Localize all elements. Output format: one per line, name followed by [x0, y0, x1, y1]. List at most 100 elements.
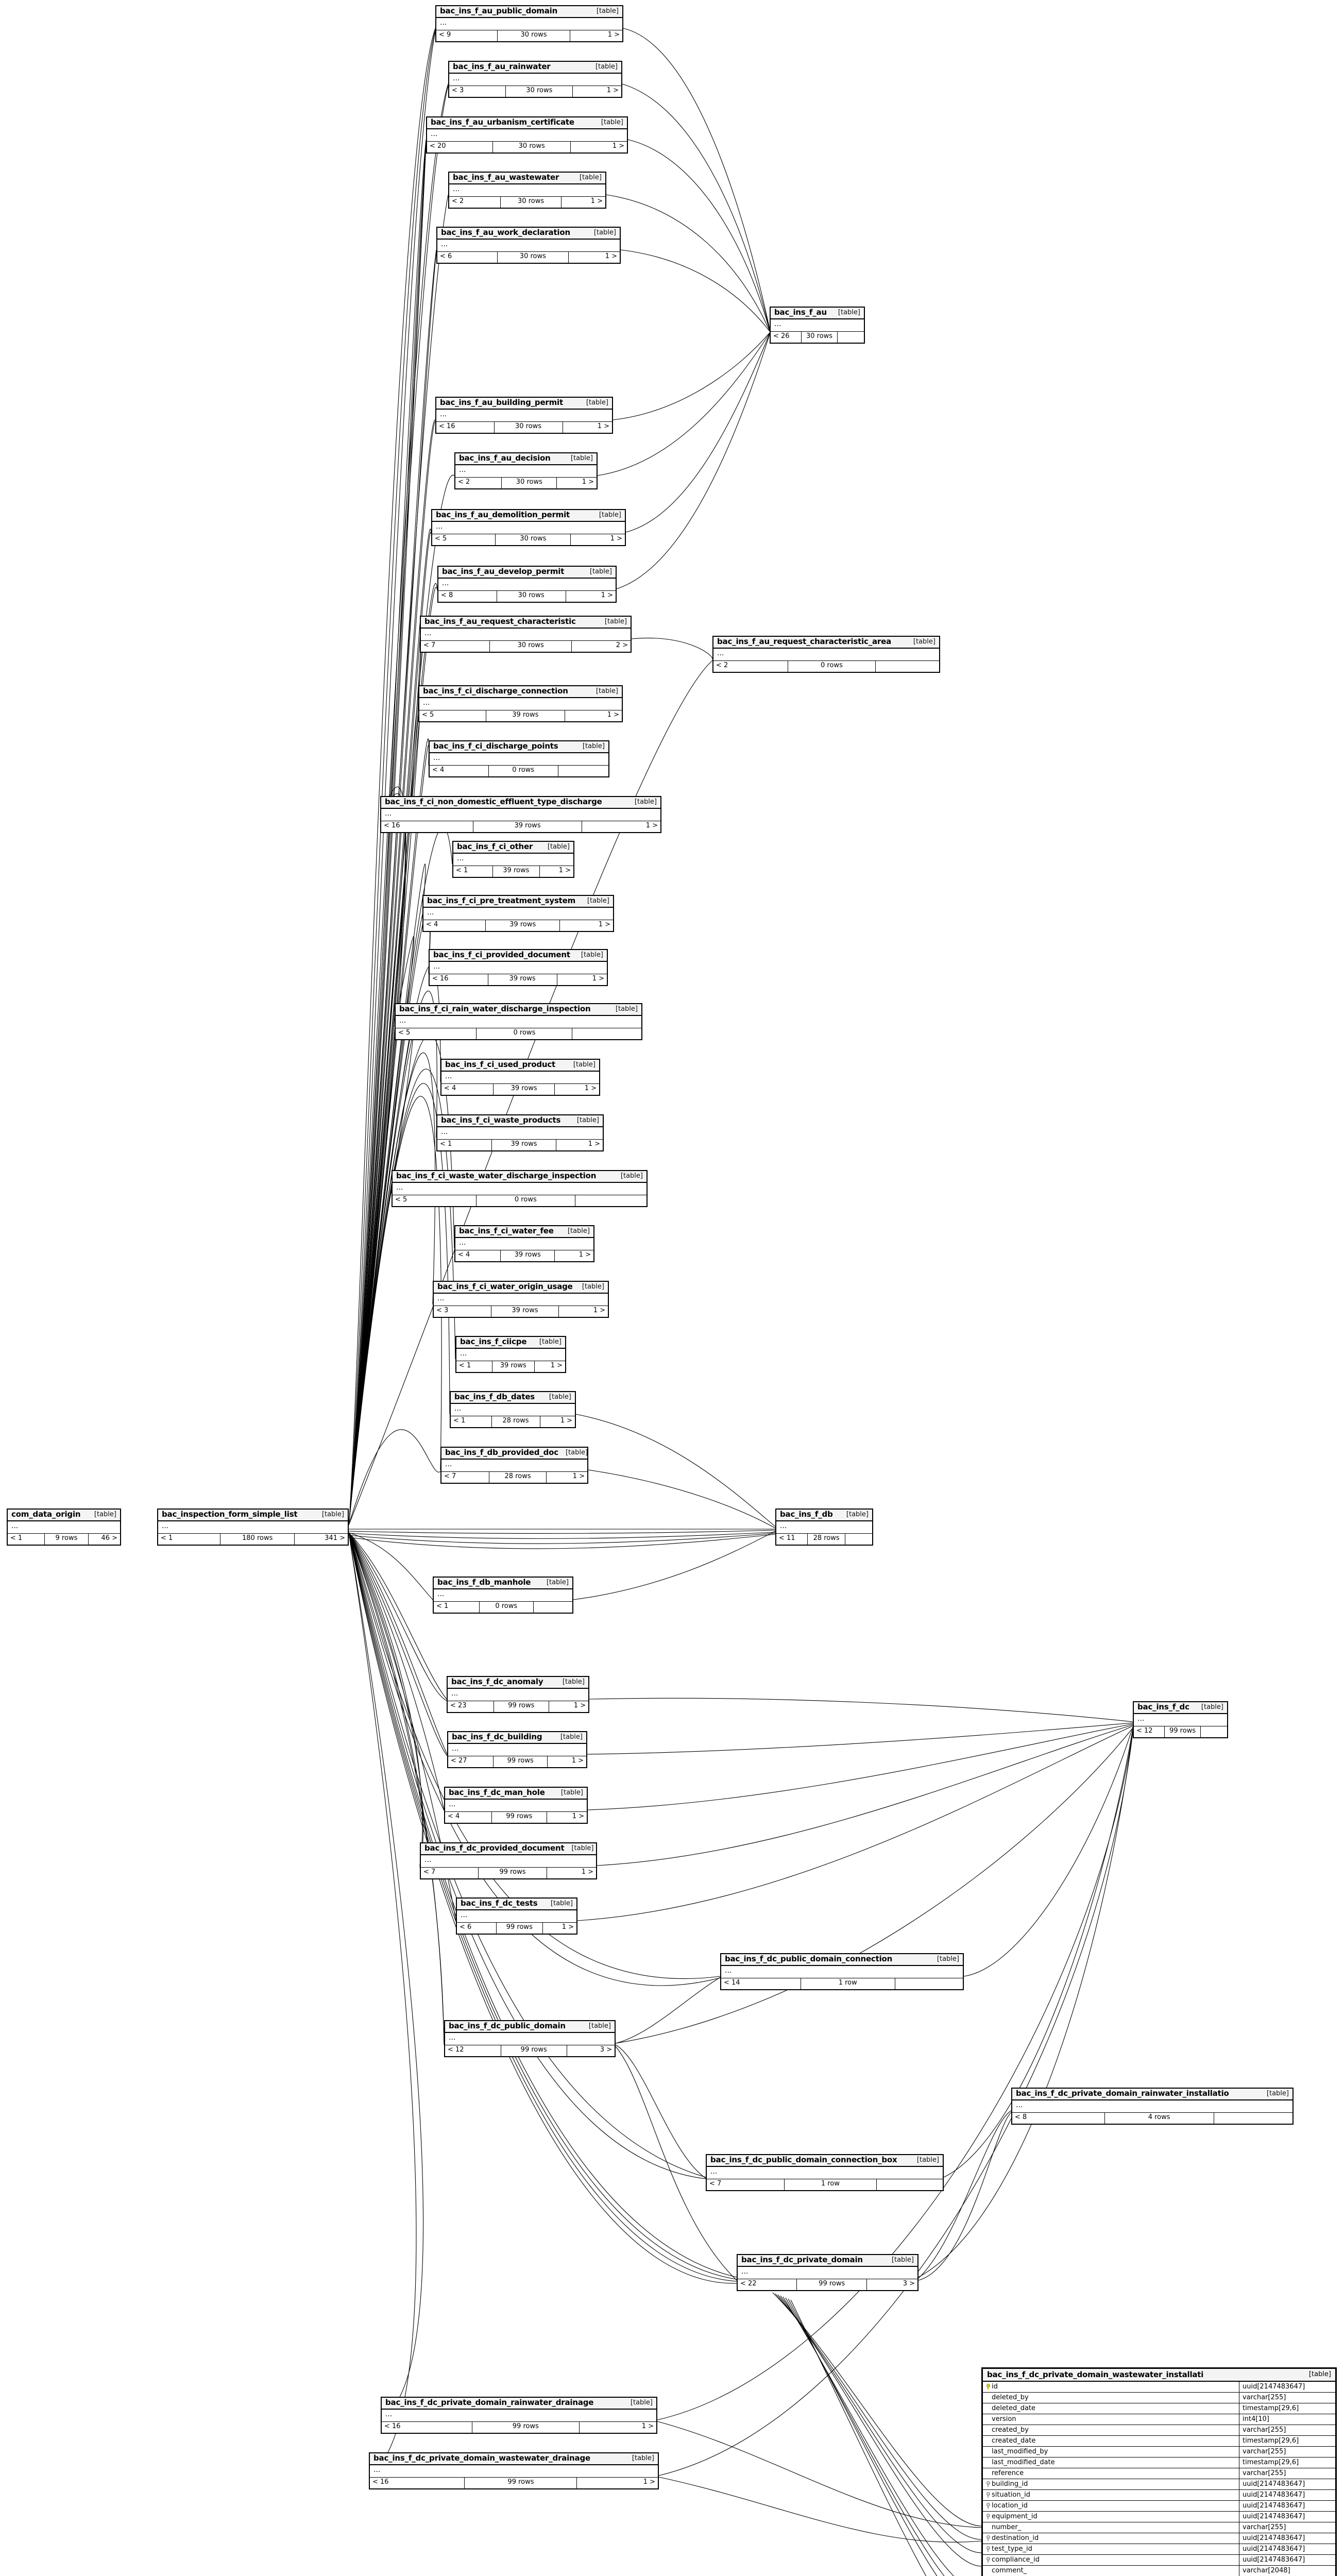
table-columns-collapsed: ... — [432, 522, 625, 534]
table-columns-collapsed: ... — [738, 2267, 917, 2279]
table-node-inspection_form_simple_list[interactable]: bac_inspection_form_simple_list [table]..… — [157, 1509, 349, 1546]
table-type-tag: [table] — [891, 2256, 914, 2264]
column-type: varchar[255] — [1239, 2522, 1335, 2533]
table-name: com_data_origin — [11, 1510, 81, 1519]
column-name-cell: number_ — [983, 2523, 1239, 2531]
table-node-dc_building[interactable]: bac_ins_f_dc_building [table]... < 27 99 ro… — [447, 1731, 587, 1768]
table-node-footer: < 4 39 rows 1 > — [441, 1083, 599, 1095]
table-node-db_provided_doc[interactable]: bac_ins_f_db_provided_doc [table]... < 7 28… — [440, 1447, 588, 1484]
column-row[interactable]: deleted_date timestamp[29,6] — [983, 2403, 1335, 2414]
table-node-au_rainwater[interactable]: bac_ins_f_au_rainwater [table]... < 3 30 ro… — [448, 61, 622, 98]
row-count: 99 rows — [494, 1756, 548, 1767]
table-node-au_request_characteristic_area[interactable]: bac_ins_f_au_request_characteristic_area… — [712, 636, 940, 673]
table-node-dc_private_domain_rainwater_installatio[interactable]: bac_ins_f_dc_private_domain_rainwater_in… — [1011, 2088, 1294, 2125]
column-row[interactable]: situation_id uuid[2147483647] — [983, 2489, 1335, 2501]
row-count: 30 rows — [496, 534, 571, 545]
column-name-cell: building_id — [983, 2480, 1239, 2488]
table-type-tag: [table] — [549, 1393, 571, 1401]
table-node-dc_public_domain_connection_box[interactable]: bac_ins_f_dc_public_domain_connection_bo… — [706, 2154, 944, 2191]
column-row[interactable]: last_modified_by varchar[255] — [983, 2446, 1335, 2458]
table-node-ci_waste_products[interactable]: bac_ins_f_ci_waste_products [table]... < 1… — [436, 1114, 604, 1151]
table-node-dc_anomaly[interactable]: bac_ins_f_dc_anomaly [table]... < 23 99 row… — [447, 1676, 589, 1713]
table-node-dc_public_domain[interactable]: bac_ins_f_dc_public_domain [table]... < 12… — [444, 2020, 616, 2057]
table-node-dc_public_domain_connection[interactable]: bac_ins_f_dc_public_domain_connection [ta… — [720, 1953, 964, 1990]
table-node-db[interactable]: bac_ins_f_db [table]... < 11 28 rows — [775, 1509, 873, 1546]
column-row[interactable]: created_date timestamp[29,6] — [983, 2435, 1335, 2447]
table-name: bac_ins_f_ciicpe — [460, 1337, 527, 1346]
table-node-header: bac_ins_f_ci_water_origin_usage [table] — [434, 1282, 608, 1294]
table-node-dc_private_domain[interactable]: bac_ins_f_dc_private_domain [table]... < 2… — [737, 2254, 918, 2291]
column-row[interactable]: last_modified_date timestamp[29,6] — [983, 2457, 1335, 2468]
table-node-ci_discharge_connection[interactable]: bac_ins_f_ci_discharge_connection [table]… — [418, 685, 623, 722]
table-node-au_request_characteristic[interactable]: bac_ins_f_au_request_characteristic [tabl… — [420, 616, 632, 653]
table-node-au_building_permit[interactable]: bac_ins_f_au_building_permit [table]... < … — [435, 397, 613, 434]
parent-relation-count: < 2 — [455, 477, 502, 488]
table-node-footer: < 1 39 rows 1 > — [437, 1139, 603, 1150]
table-node-header: bac_ins_f_au_request_characteristic [tabl… — [421, 617, 631, 629]
table-node-ci_discharge_points[interactable]: bac_ins_f_ci_discharge_points [table]... <… — [429, 740, 609, 777]
table-node-dc_tests[interactable]: bac_ins_f_dc_tests [table]... < 6 99 rows 1 … — [456, 1897, 577, 1935]
parent-relation-count: < 2 — [449, 196, 501, 208]
table-node-au_decision[interactable]: bac_ins_f_au_decision [table]... < 2 30 row… — [454, 452, 598, 489]
table-node-dc_man_hole[interactable]: bac_ins_f_dc_man_hole [table]... < 4 99 row… — [444, 1787, 588, 1824]
table-node-dc-private-domain-wastewater-installati[interactable]: bac_ins_f_dc_private_domain_wastewater_i… — [981, 2367, 1337, 2576]
table-node-dc_private_domain_rainwater_drainage[interactable]: bac_ins_f_dc_private_domain_rainwater_dr… — [381, 2397, 657, 2434]
column-row[interactable]: deleted_by varchar[255] — [983, 2392, 1335, 2403]
table-node-dc[interactable]: bac_ins_f_dc [table]... < 12 99 rows — [1133, 1701, 1228, 1738]
column-row[interactable]: test_type_id uuid[2147483647] — [983, 2544, 1335, 2555]
column-name: number_ — [992, 2523, 1022, 2531]
table-node-ci_waste_water_discharge_inspection[interactable]: bac_ins_f_ci_waste_water_discharge_inspe… — [392, 1170, 648, 1207]
table-node-ci_rain_water_discharge_inspection[interactable]: bac_ins_f_ci_rain_water_discharge_inspec… — [395, 1003, 642, 1040]
child-relation-count: 46 > — [101, 1534, 117, 1542]
table-node-ciicpe[interactable]: bac_ins_f_ciicpe [table]... < 1 39 rows 1 > — [455, 1336, 566, 1373]
table-node-header: bac_ins_f_db [table] — [776, 1510, 872, 1521]
column-row[interactable]: reference varchar[255] — [983, 2468, 1335, 2479]
column-row[interactable]: destination_id uuid[2147483647] — [983, 2533, 1335, 2544]
column-row[interactable]: equipment_id uuid[2147483647] — [983, 2511, 1335, 2522]
column-type: timestamp[29,6] — [1239, 2435, 1335, 2446]
parent-relation-count: < 16 — [381, 821, 473, 832]
table-node-au_urbanism_certificate[interactable]: bac_ins_f_au_urbanism_certificate [table]… — [426, 116, 628, 154]
column-row[interactable]: id uuid[2147483647] — [983, 2381, 1335, 2393]
table-node-footer: < 16 39 rows 1 > — [381, 821, 660, 832]
column-row[interactable]: compliance_id uuid[2147483647] — [983, 2554, 1335, 2566]
table-node-ci_used_product[interactable]: bac_ins_f_ci_used_product [table]... < 4 39… — [440, 1059, 600, 1096]
table-node-au_develop_permit[interactable]: bac_ins_f_au_develop_permit [table]... < 8… — [437, 566, 617, 603]
child-relation-count: 1 > — [606, 86, 619, 94]
table-node-au[interactable]: bac_ins_f_au [table]... < 26 30 rows — [770, 307, 865, 344]
column-row[interactable]: location_id uuid[2147483647] — [983, 2500, 1335, 2512]
table-node-header: bac_ins_f_dc_private_domain_rainwater_dr… — [382, 2398, 656, 2410]
table-node-ci_non_domestic_effluent_type_discharge[interactable]: bac_ins_f_ci_non_domestic_effluent_type_… — [380, 796, 661, 833]
table-node-ci_water_origin_usage[interactable]: bac_ins_f_ci_water_origin_usage [table]..… — [433, 1281, 609, 1318]
table-node-ci_pre_treatment_system[interactable]: bac_ins_f_ci_pre_treatment_system [table]… — [422, 895, 614, 932]
table-node-footer: < 2 30 rows 1 > — [449, 196, 605, 208]
column-type: uuid[2147483647] — [1239, 2511, 1335, 2522]
parent-relation-count: < 3 — [434, 1306, 491, 1317]
table-node-ci_water_fee[interactable]: bac_ins_f_ci_water_fee [table]... < 4 39 ro… — [454, 1225, 594, 1262]
column-row[interactable]: created_by varchar[255] — [983, 2425, 1335, 2436]
table-node-au_demolition_permit[interactable]: bac_ins_f_au_demolition_permit [table]...… — [431, 509, 626, 546]
row-count: 30 rows — [493, 141, 571, 152]
table-node-dc_provided_document[interactable]: bac_ins_f_dc_provided_document [table]...… — [420, 1842, 597, 1879]
table-node-footer: < 16 39 rows 1 > — [430, 974, 607, 985]
table-node-db_dates[interactable]: bac_ins_f_db_dates [table]... < 1 28 rows 1 … — [450, 1391, 576, 1428]
parent-relation-count: < 1 — [158, 1533, 221, 1545]
table-node-ci_provided_document[interactable]: bac_ins_f_ci_provided_document [table]...… — [429, 949, 608, 986]
table-node-au_wastewater[interactable]: bac_ins_f_au_wastewater [table]... < 2 30 r… — [448, 172, 606, 209]
column-type: timestamp[29,6] — [1239, 2403, 1335, 2414]
column-row[interactable]: number_ varchar[255] — [983, 2522, 1335, 2533]
parent-relation-count: < 16 — [430, 974, 488, 985]
row-count: 39 rows — [501, 1250, 555, 1261]
table-node-au_work_declaration[interactable]: bac_ins_f_au_work_declaration [table]... <… — [436, 227, 621, 264]
column-row[interactable]: version int4[10] — [983, 2414, 1335, 2425]
table-node-dc_private_domain_wastewater_drainage[interactable]: bac_ins_f_dc_private_domain_wastewater_d… — [369, 2452, 659, 2489]
table-node-ci_other[interactable]: bac_ins_f_ci_other [table]... < 1 39 rows 1 … — [452, 841, 574, 878]
table-name: bac_ins_f_ci_waste_products — [441, 1115, 561, 1125]
table-type-tag: [table] — [94, 1511, 116, 1519]
column-row[interactable]: comment_ varchar[2048] — [983, 2565, 1335, 2576]
column-row[interactable]: building_id uuid[2147483647] — [983, 2479, 1335, 2490]
